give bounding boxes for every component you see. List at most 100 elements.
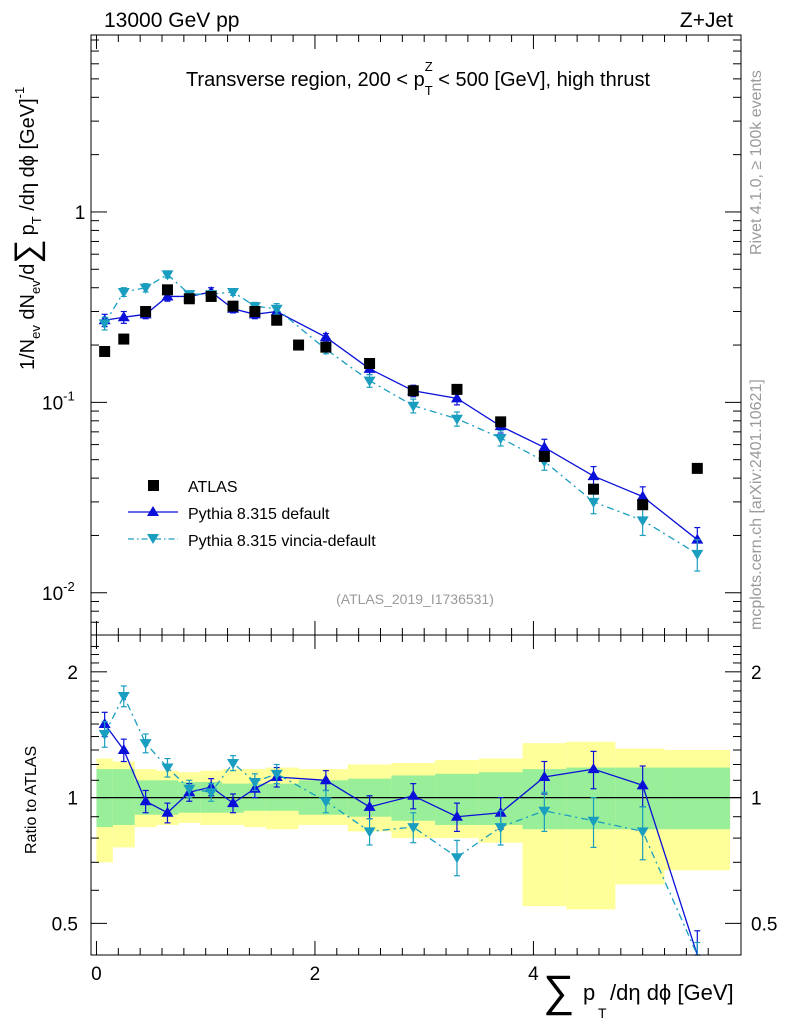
svg-text:1/Nev dNev/d∑pT /dη dϕ [GeV]-: 1/Nev dNev/d∑pT /dη dϕ [GeV]-1 xyxy=(8,87,46,370)
x-axis-label: ∑ p T /dη dϕ [GeV] xyxy=(543,967,734,1021)
band-inner-17 xyxy=(664,767,731,830)
main-point-vincia-1 xyxy=(117,287,130,298)
ratio-point-default-6 xyxy=(227,797,240,808)
main-point-vincia-6 xyxy=(227,287,240,298)
legend-atlas-marker xyxy=(148,480,159,491)
analysis-label: (ATLAS_2019_I1736531) xyxy=(336,591,494,607)
legend: ATLAS Pythia 8.315 default Pythia 8.315 … xyxy=(128,479,376,550)
main-point-atlas-13 xyxy=(451,383,463,395)
main-point-atlas-14 xyxy=(495,416,507,428)
main-point-vincia-10 xyxy=(363,376,376,387)
main-point-atlas-2 xyxy=(140,306,152,318)
ratio-point-default-15 xyxy=(587,763,600,774)
main-point-vincia-16 xyxy=(636,516,649,527)
ratio-point-vincia-14 xyxy=(538,806,551,817)
ratio-y-tick-label-2: 2 xyxy=(67,663,78,684)
title-pre: Transverse region, 200 < p xyxy=(186,69,425,91)
ratio-point-vincia-9 xyxy=(319,797,332,808)
main-point-default-1 xyxy=(117,311,130,322)
ratio-point-default-11 xyxy=(407,789,420,800)
main-point-vincia-13 xyxy=(494,433,507,444)
legend-atlas-label: ATLAS xyxy=(188,479,238,496)
ratio-point-vincia-12 xyxy=(450,853,463,864)
main-point-default-12 xyxy=(450,392,463,403)
ratio-point-vincia-16 xyxy=(636,827,649,838)
rivet-label: Rivet 4.1.0, ≥ 100k events xyxy=(748,70,765,255)
ratio-point-default-10 xyxy=(363,800,376,811)
ratio-axes: 0.5 0.5 1 1 2 2 0 2 4 xyxy=(52,635,777,985)
main-point-default-14 xyxy=(538,441,551,452)
main-point-vincia-0 xyxy=(98,319,111,330)
main-point-default-16 xyxy=(636,490,649,501)
main-point-atlas-9 xyxy=(293,339,305,351)
ratio-point-default-9 xyxy=(319,774,332,785)
main-point-default-17 xyxy=(691,533,704,544)
main-point-default-3 xyxy=(161,290,174,301)
main-point-default-9 xyxy=(319,331,332,342)
band-inner-16 xyxy=(615,767,665,830)
main-point-atlas-1 xyxy=(118,333,130,345)
ratio-point-default-16 xyxy=(636,779,649,790)
ratio-y-tick-label-right-2: 2 xyxy=(751,663,762,684)
main-point-atlas-12 xyxy=(407,385,419,397)
main-point-vincia-8 xyxy=(270,304,283,315)
ratio-line-default xyxy=(104,723,698,956)
ratio-point-vincia-7 xyxy=(248,777,261,788)
main-point-vincia-2 xyxy=(139,283,152,294)
svg-text:/dη dϕ [GeV]: /dη dϕ [GeV] xyxy=(610,980,734,1005)
ratio-point-default-3 xyxy=(161,806,174,817)
ratio-y-tick-label-right-1: 1 xyxy=(751,789,762,810)
main-point-atlas-3 xyxy=(161,284,173,296)
x-tick-label-0: 0 xyxy=(91,964,102,985)
main-point-atlas-16 xyxy=(588,483,600,495)
ratio-point-vincia-8 xyxy=(270,769,283,780)
main-point-atlas-15 xyxy=(538,450,550,462)
main-point-vincia-17 xyxy=(691,549,704,560)
mcplots-label: mcplots.cern.ch [arXiv:2401.10621] xyxy=(748,379,765,630)
ratio-point-default-2 xyxy=(139,795,152,806)
ratio-point-vincia-5 xyxy=(205,788,218,799)
ratio-point-default-1 xyxy=(117,743,130,754)
title-sup: Z xyxy=(425,59,433,74)
main-point-atlas-11 xyxy=(364,357,376,369)
main-y-tick-label-0: 10-2 xyxy=(42,579,75,605)
ratio-point-vincia-13 xyxy=(494,823,507,834)
ratio-y-axis-label: Ratio to ATLAS xyxy=(23,746,40,854)
main-point-atlas-0 xyxy=(99,345,111,357)
process-label: Z+Jet xyxy=(680,9,733,32)
energy-label: 13000 GeV pp xyxy=(104,9,239,32)
ratio-frame xyxy=(90,634,742,956)
ratio-point-vincia-1 xyxy=(117,692,130,703)
ratio-point-vincia-3 xyxy=(161,763,174,774)
main-point-vincia-11 xyxy=(407,401,420,412)
main-point-vincia-12 xyxy=(450,414,463,425)
main-point-atlas-4 xyxy=(183,293,195,305)
main-point-vincia-15 xyxy=(587,497,600,508)
main-point-atlas-7 xyxy=(249,306,261,318)
ratio-y-tick-label-right-0: 0.5 xyxy=(751,914,777,935)
main-y-tick-label-1: 10-1 xyxy=(42,388,75,414)
ratio-y-tick-label-1: 1 xyxy=(67,789,78,810)
main-point-atlas-6 xyxy=(227,300,239,312)
legend-default-label: Pythia 8.315 default xyxy=(188,506,330,523)
main-panel: 10-2 10-1 1 Transverse region, 200 < pTZ <… xyxy=(42,34,742,636)
ratio-panel: 0.5 0.5 1 1 2 2 0 2 4 xyxy=(52,634,777,985)
main-axes: 10-2 10-1 1 xyxy=(42,35,741,636)
svg-text:∑: ∑ xyxy=(543,967,574,1016)
legend-default-marker xyxy=(147,506,159,516)
svg-text:p: p xyxy=(583,980,595,1005)
ratio-point-vincia-11 xyxy=(407,823,420,834)
x-tick-label-2: 4 xyxy=(528,964,539,985)
main-point-atlas-5 xyxy=(205,290,217,302)
title-sub: T xyxy=(425,83,433,98)
main-point-default-15 xyxy=(587,470,600,481)
main-point-atlas-8 xyxy=(271,314,283,326)
ratio-y-tick-label-0: 0.5 xyxy=(52,914,78,935)
title-post: < 500 [GeV], high thrust xyxy=(433,69,651,91)
ratio-point-vincia-10 xyxy=(363,827,376,838)
legend-vincia-marker xyxy=(147,534,159,544)
legend-vincia-label: Pythia 8.315 vincia-default xyxy=(188,533,376,550)
main-point-vincia-3 xyxy=(161,270,174,281)
ratio-point-default-12 xyxy=(450,810,463,821)
